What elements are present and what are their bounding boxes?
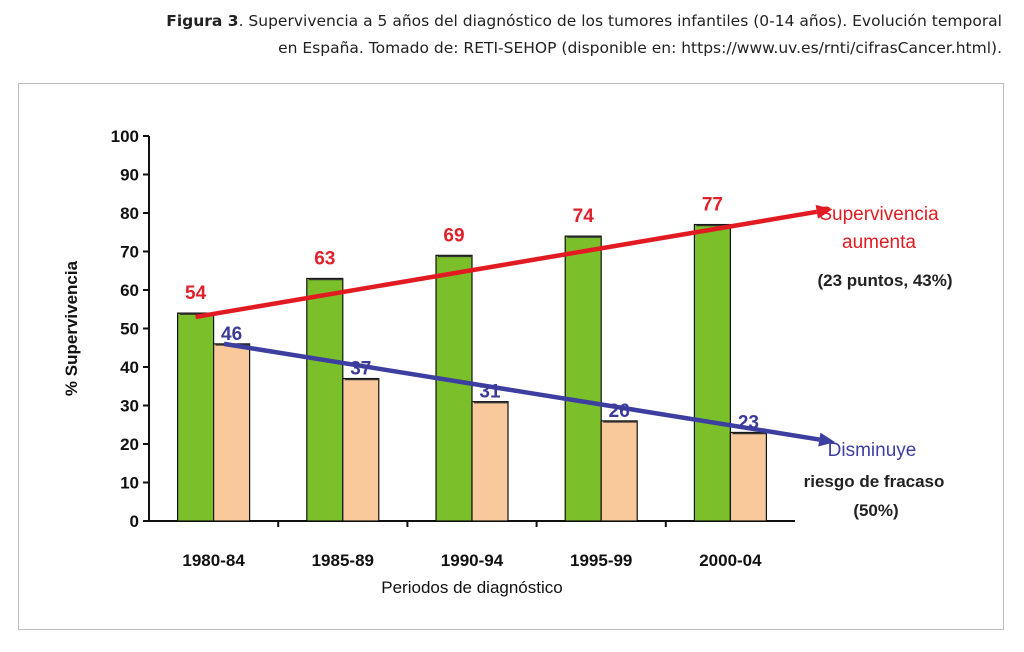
data-label-supervivencia: 77 [702, 195, 723, 216]
bars [177, 223, 768, 522]
trend-arrows [195, 204, 836, 447]
trend-arrowhead-survival [815, 204, 833, 219]
y-tick-label: 10 [120, 474, 139, 493]
caption-text-2: en España. Tomado de: RETI-SEHOP (dispon… [278, 39, 1002, 57]
bar-fracaso [600, 420, 638, 522]
data-label-fracaso: 31 [479, 382, 501, 403]
caption-text: . Supervivencia a 5 años del diagnóstico… [238, 12, 1002, 30]
data-label-supervivencia: 54 [185, 283, 207, 304]
trend-arrowhead-failure [818, 432, 836, 447]
bar-supervivencia [177, 312, 215, 522]
bar-fracaso [729, 431, 768, 522]
y-axis-title: % Supervivencia [62, 260, 81, 396]
bar-supervivencia [564, 235, 602, 522]
data-label-supervivencia: 74 [573, 206, 595, 227]
data-label-fracaso: 46 [221, 324, 242, 345]
x-tick-label: 1990-94 [441, 551, 504, 570]
annotation-failure-stat: (50%) [853, 501, 898, 520]
survival-chart: 0 10 20 30 40 50 60 70 80 90 100 1980-84 1985-89 1990… [62, 127, 953, 597]
axes: 0 10 20 30 40 50 60 70 80 90 100 1980-84 1985-89 1990… [62, 127, 795, 597]
data-label-fracaso: 26 [609, 401, 630, 422]
y-tick-label: 50 [120, 320, 139, 339]
bar-fracaso [471, 401, 509, 522]
bar-fracaso [342, 377, 380, 522]
x-tick-label: 1995-99 [570, 551, 632, 570]
data-label-supervivencia: 63 [314, 248, 335, 269]
x-tick-label: 1980-84 [182, 551, 245, 570]
y-tick-label: 70 [120, 243, 139, 262]
bar-supervivencia [693, 223, 732, 522]
trend-line-failure [223, 341, 820, 442]
figure-caption: Figura 3. Supervivencia a 5 años del dia… [42, 8, 1002, 62]
y-tick-label: 60 [120, 281, 139, 300]
y-tick-label: 20 [120, 435, 139, 454]
y-tick-label: 100 [111, 127, 139, 146]
x-axis-title: Periodos de diagnóstico [381, 578, 562, 597]
chart-frame: 0 10 20 30 40 50 60 70 80 90 100 1980-84 1985-89 1990… [18, 83, 1004, 630]
y-tick-label: 80 [120, 204, 139, 223]
annotation-survival-stat: (23 puntos, 43%) [817, 271, 952, 290]
trend-line-survival [195, 209, 818, 320]
annotation-survival-line1: Supervivencia [819, 204, 939, 225]
bar-supervivencia [306, 277, 344, 522]
data-label-fracaso: 23 [738, 412, 759, 433]
y-tick-label: 0 [130, 512, 139, 531]
x-tick-label: 2000-04 [699, 551, 762, 570]
annotation-survival-line2: aumenta [842, 232, 916, 253]
data-label-fracaso: 37 [350, 359, 371, 380]
labels: 54 63 69 74 77 46 37 31 26 23 Supervivencia aumenta… [185, 195, 953, 520]
bar-supervivencia [435, 254, 473, 522]
x-tick-label: 1985-89 [312, 551, 374, 570]
y-tick-label: 90 [120, 166, 139, 185]
y-tick-label: 30 [120, 397, 139, 416]
caption-label: Figura 3 [166, 12, 239, 30]
y-tick-label: 40 [120, 358, 139, 377]
annotation-failure-line2: riesgo de fracaso [804, 472, 945, 491]
annotation-failure-line1: Disminuye [828, 440, 917, 461]
data-label-supervivencia: 69 [443, 225, 464, 246]
bar-fracaso [213, 343, 251, 522]
